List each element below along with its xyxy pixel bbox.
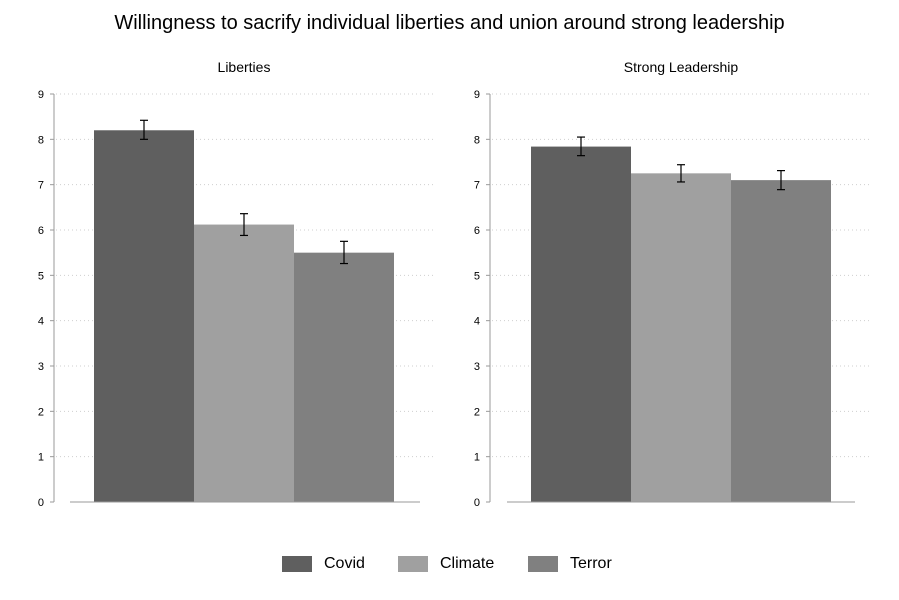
bar-strong-leadership-climate: [631, 173, 731, 503]
legend-item-climate: Climate: [398, 552, 494, 576]
y-tick-label-strong-leadership-3: 3: [474, 361, 480, 373]
bar-liberties-terror: [294, 252, 394, 502]
y-tick-label-strong-leadership-8: 8: [474, 134, 480, 146]
legend-label-climate: Climate: [440, 555, 495, 572]
panel-title-strong-leadership: Strong Leadership: [624, 59, 739, 75]
error-bar-strong-leadership-terror: [777, 170, 785, 191]
y-tick-label-strong-leadership-7: 7: [474, 180, 480, 192]
y-tick-label-liberties-9: 9: [38, 89, 44, 101]
error-bar-liberties-covid: [140, 119, 148, 140]
y-tick-label-liberties-1: 1: [38, 452, 44, 464]
bar-strong-leadership-terror: [731, 180, 831, 502]
y-tick-label-liberties-4: 4: [38, 316, 44, 328]
legend: Covid Climate Terror: [0, 552, 899, 576]
legend-label-covid: Covid: [324, 555, 365, 572]
bar-liberties-climate: [194, 224, 294, 502]
legend-label-terror: Terror: [570, 555, 612, 572]
y-tick-label-strong-leadership-0: 0: [474, 497, 480, 509]
legend-item-terror: Terror: [528, 552, 612, 576]
y-tick-label-liberties-7: 7: [38, 180, 44, 192]
legend-item-covid: Covid: [282, 552, 365, 576]
error-bar-strong-leadership-covid: [577, 136, 585, 157]
y-tick-label-liberties-8: 8: [38, 134, 44, 146]
y-tick-label-strong-leadership-6: 6: [474, 225, 480, 237]
y-tick-label-liberties-0: 0: [38, 497, 44, 509]
chart-main-title: Willingness to sacrify individual libert…: [114, 12, 785, 34]
error-bar-liberties-terror: [340, 240, 348, 265]
y-tick-label-strong-leadership-9: 9: [474, 89, 480, 101]
y-tick-label-strong-leadership-5: 5: [474, 270, 480, 282]
y-tick-label-strong-leadership-4: 4: [474, 316, 480, 328]
y-tick-label-liberties-3: 3: [38, 361, 44, 373]
y-tick-label-liberties-6: 6: [38, 225, 44, 237]
error-bar-liberties-climate: [240, 213, 248, 237]
bar-strong-leadership-covid: [531, 146, 631, 502]
error-bar-strong-leadership-climate: [677, 164, 685, 183]
panel-title-liberties: Liberties: [218, 59, 271, 75]
bar-liberties-covid: [94, 130, 194, 502]
legend-swatch-terror: [528, 556, 558, 572]
y-tick-label-liberties-2: 2: [38, 406, 44, 418]
legend-swatch-climate: [398, 556, 428, 572]
legend-swatch-covid: [282, 556, 312, 572]
y-tick-label-strong-leadership-2: 2: [474, 406, 480, 418]
y-tick-label-liberties-5: 5: [38, 270, 44, 282]
y-tick-label-strong-leadership-1: 1: [474, 452, 480, 464]
